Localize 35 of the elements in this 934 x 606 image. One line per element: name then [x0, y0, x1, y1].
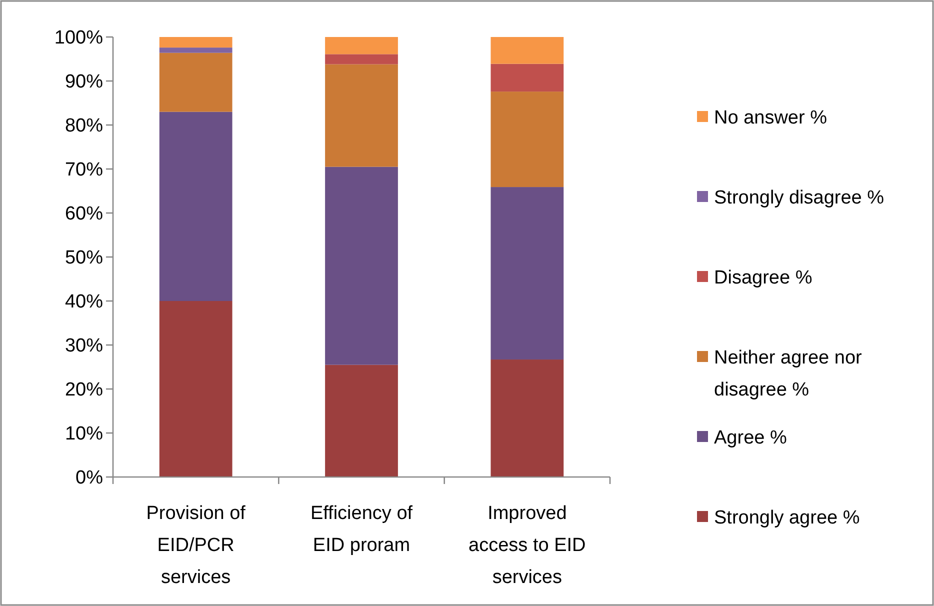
bar	[159, 48, 232, 53]
legend-label: Disagree %	[714, 268, 812, 289]
legend-label: Neither agree nor disagree %	[714, 348, 863, 401]
legend-label: No answer %	[714, 108, 828, 129]
x-tick-label: Improved access to EID services	[468, 503, 586, 588]
bar	[159, 52, 232, 112]
legend-label: Strongly agree %	[714, 508, 860, 529]
legend-label: Strongly disagree %	[714, 188, 884, 209]
y-tick-label: 90%	[64, 72, 104, 93]
bar	[325, 364, 398, 477]
bar	[490, 187, 564, 360]
y-tick-label: 10%	[64, 424, 104, 445]
bar	[490, 360, 564, 477]
bar	[325, 37, 398, 54]
bar	[325, 166, 398, 365]
y-tick-label: 70%	[64, 160, 104, 181]
bar	[159, 112, 232, 301]
x-tick-label: Efficiency of EID proram	[310, 503, 414, 556]
y-tick-label: 30%	[64, 336, 104, 357]
y-tick-label: 80%	[64, 116, 104, 137]
bar	[325, 54, 398, 64]
y-tick-label: 50%	[64, 248, 104, 269]
legend-label: Agree %	[714, 428, 787, 449]
y-tick-label: 0%	[76, 468, 104, 489]
bar	[159, 301, 232, 477]
y-tick-label: 100%	[54, 28, 104, 49]
bar	[490, 92, 564, 188]
y-tick-label: 60%	[64, 204, 104, 225]
x-tick-label: Provision of EID/PCR services	[146, 503, 246, 588]
y-tick-label: 20%	[64, 380, 104, 401]
y-tick-label: 40%	[64, 292, 104, 313]
bar	[159, 37, 232, 48]
bar	[325, 64, 398, 167]
bar	[490, 64, 564, 92]
bar	[490, 37, 564, 64]
